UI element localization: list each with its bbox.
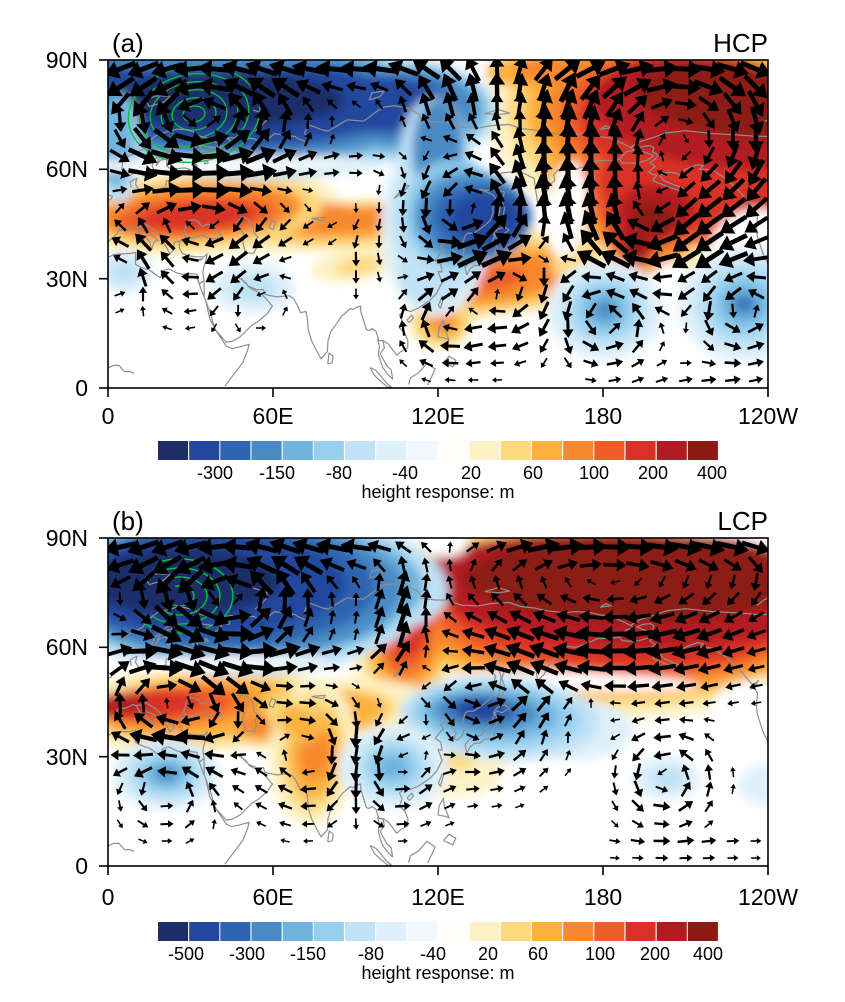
svg-text:-150: -150	[290, 944, 326, 964]
svg-text:200: 200	[640, 944, 670, 964]
svg-text:60: 60	[523, 463, 543, 483]
svg-text:-40: -40	[420, 944, 446, 964]
svg-text:400: 400	[697, 463, 727, 483]
svg-text:HCP: HCP	[713, 28, 768, 58]
svg-text:20: 20	[478, 944, 498, 964]
svg-text:60E: 60E	[253, 403, 294, 429]
svg-text:180: 180	[584, 884, 622, 910]
svg-text:400: 400	[693, 944, 723, 964]
svg-text:0: 0	[75, 853, 88, 879]
svg-text:60E: 60E	[253, 884, 294, 910]
svg-text:-500: -500	[168, 944, 204, 964]
svg-text:90N: 90N	[46, 525, 88, 551]
svg-text:-300: -300	[197, 463, 233, 483]
svg-text:60: 60	[528, 944, 548, 964]
svg-text:90N: 90N	[46, 47, 88, 73]
svg-text:-150: -150	[259, 463, 295, 483]
svg-text:100: 100	[585, 944, 615, 964]
svg-text:-80: -80	[358, 944, 384, 964]
svg-text:0: 0	[75, 375, 88, 401]
svg-text:0: 0	[102, 884, 115, 910]
svg-text:(b): (b)	[112, 506, 144, 536]
svg-text:-40: -40	[392, 463, 418, 483]
svg-text:30N: 30N	[46, 266, 88, 292]
svg-text:(a): (a)	[112, 28, 144, 58]
svg-text:LCP: LCP	[717, 506, 768, 536]
svg-text:120W: 120W	[738, 884, 798, 910]
svg-text:60N: 60N	[46, 634, 88, 660]
svg-text:height response: m: height response: m	[361, 482, 514, 502]
svg-text:-300: -300	[229, 944, 265, 964]
svg-text:100: 100	[579, 463, 609, 483]
svg-text:180: 180	[584, 403, 622, 429]
svg-text:120W: 120W	[738, 403, 798, 429]
svg-text:-80: -80	[326, 463, 352, 483]
svg-text:120E: 120E	[411, 884, 465, 910]
svg-text:height response: m: height response: m	[361, 963, 514, 983]
svg-text:60N: 60N	[46, 156, 88, 182]
svg-text:30N: 30N	[46, 744, 88, 770]
svg-text:120E: 120E	[411, 403, 465, 429]
svg-text:200: 200	[638, 463, 668, 483]
svg-text:20: 20	[461, 463, 481, 483]
svg-text:0: 0	[102, 403, 115, 429]
